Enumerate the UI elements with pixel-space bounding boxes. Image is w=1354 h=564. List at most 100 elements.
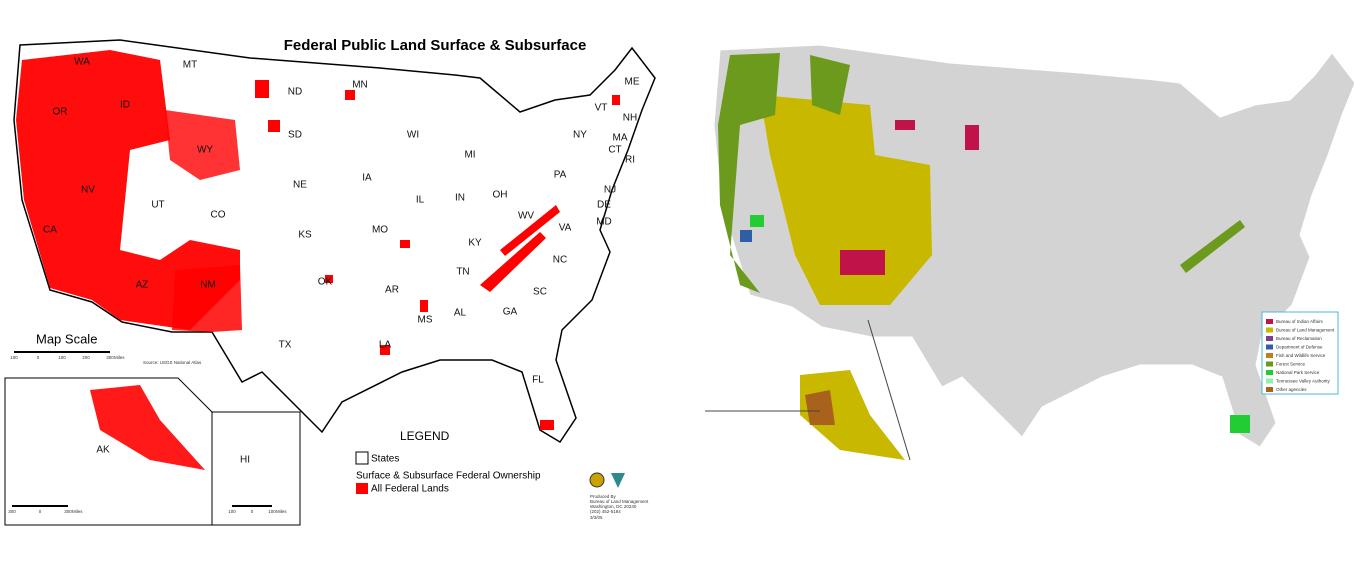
state-label: LA bbox=[379, 340, 392, 351]
blm-logo bbox=[611, 473, 625, 488]
federal-land bbox=[16, 50, 620, 470]
state-label: IA bbox=[362, 173, 372, 184]
tribal-land bbox=[840, 250, 885, 275]
legend-swatch bbox=[1266, 353, 1273, 358]
scale-label: 0 bbox=[251, 509, 254, 514]
legend-states: States bbox=[371, 454, 399, 465]
scale-label: 200 bbox=[82, 355, 90, 360]
state-label: MI bbox=[464, 150, 475, 161]
state-label: CO bbox=[211, 210, 226, 221]
legend-swatch bbox=[1266, 370, 1273, 375]
state-label: WV bbox=[518, 211, 534, 222]
legend-label: Tennessee Valley Authority bbox=[1276, 379, 1330, 384]
forest-land bbox=[718, 53, 780, 293]
tribal-land bbox=[895, 120, 915, 130]
state-label: IN bbox=[455, 193, 465, 204]
legend-swatch bbox=[1266, 378, 1273, 384]
state-label: NC bbox=[553, 255, 567, 266]
state-label: NE bbox=[293, 180, 307, 191]
state-label: NY bbox=[573, 130, 587, 141]
right-map: Bureau of Indian Affairs Bureau of Land M… bbox=[705, 44, 1354, 461]
state-label: VT bbox=[595, 103, 608, 114]
state-label: SC bbox=[533, 287, 547, 298]
state-label: WA bbox=[74, 57, 90, 68]
dod-land bbox=[740, 230, 752, 242]
map-title: Federal Public Land Surface & Subsurface bbox=[284, 37, 587, 54]
scale-label: 100 bbox=[10, 355, 18, 360]
legend-swatch bbox=[1266, 319, 1273, 324]
scale-title: Map Scale bbox=[36, 331, 97, 346]
scale-label: 300 bbox=[8, 509, 16, 514]
state-label: ID bbox=[120, 100, 130, 111]
credit-line: Produced By bbox=[590, 494, 617, 499]
legend-swatch bbox=[1266, 361, 1273, 367]
legend-state-swatch bbox=[355, 451, 369, 465]
state-label: RI bbox=[625, 155, 635, 166]
state-label: HI bbox=[240, 455, 250, 466]
state-label: GA bbox=[503, 307, 518, 318]
legend-box bbox=[1261, 311, 1339, 395]
left-map: Federal Public Land Surface & Subsurface… bbox=[4, 37, 656, 526]
state-label: MT bbox=[183, 60, 197, 71]
state-label: CA bbox=[43, 225, 57, 236]
legend-swatch bbox=[1266, 336, 1273, 341]
state-label: DE bbox=[597, 200, 611, 211]
state-label: OK bbox=[318, 277, 333, 288]
state-label: CT bbox=[608, 145, 621, 156]
park-land bbox=[750, 215, 764, 227]
legend-subtitle: Surface & Subsurface Federal Ownership bbox=[356, 471, 541, 482]
legend-swatch bbox=[1266, 327, 1273, 333]
scale-label: 300 bbox=[64, 509, 72, 514]
credit-line: Washington, DC 20240 bbox=[590, 504, 637, 509]
legend-label: Bureau of Indian Affairs bbox=[1276, 319, 1323, 324]
state-label: WY bbox=[197, 145, 213, 156]
state-label: OH bbox=[493, 190, 508, 201]
legend-federal: All Federal Lands bbox=[371, 484, 449, 495]
forest-land bbox=[1180, 220, 1245, 273]
scale-label: 100 bbox=[58, 355, 66, 360]
state-label: ME bbox=[625, 77, 640, 88]
date: 3/3/05 bbox=[590, 515, 603, 520]
forest-land bbox=[810, 55, 850, 115]
state-label: AL bbox=[454, 308, 467, 319]
tribal-land bbox=[965, 125, 979, 150]
legend-label: National Park Service bbox=[1276, 370, 1320, 375]
legend-label: Forest Service bbox=[1276, 362, 1306, 367]
state-label: AR bbox=[385, 285, 399, 296]
scale-label: Miles bbox=[114, 355, 125, 360]
legend-label: Fish and Wildlife Service bbox=[1276, 353, 1326, 358]
inset-frames bbox=[705, 319, 911, 461]
state-label: FL bbox=[532, 375, 544, 386]
state-label: NM bbox=[200, 280, 216, 291]
state-label: UT bbox=[151, 200, 164, 211]
state-label: IL bbox=[416, 195, 425, 206]
legend-federal-swatch bbox=[356, 483, 368, 494]
state-label: KS bbox=[298, 230, 312, 241]
scale-label: 0 bbox=[37, 355, 40, 360]
credit-line: Bureau of Land Management bbox=[590, 499, 649, 504]
state-label: PA bbox=[554, 170, 567, 181]
legend-title: LEGEND bbox=[400, 429, 450, 443]
park-land bbox=[1230, 415, 1250, 433]
blm-land bbox=[760, 95, 932, 305]
state-label: KY bbox=[468, 238, 482, 249]
state-label: MS bbox=[418, 315, 433, 326]
credit-line: (202) 452-5184 bbox=[590, 509, 621, 514]
state-label: MA bbox=[613, 133, 628, 144]
state-label: NH bbox=[623, 113, 637, 124]
state-label: NJ bbox=[604, 185, 616, 196]
agency-logo bbox=[589, 472, 605, 488]
state-label: MD bbox=[596, 217, 612, 228]
alaska-land bbox=[805, 390, 835, 425]
legend-label: Other agencies bbox=[1276, 387, 1307, 392]
legend-swatch bbox=[1266, 344, 1273, 350]
state-label: VA bbox=[559, 223, 572, 234]
scale-label: 300 bbox=[106, 355, 114, 360]
state-label: AK bbox=[96, 445, 110, 456]
legend-label: Department of Defense bbox=[1276, 345, 1323, 350]
state-label: MO bbox=[372, 225, 388, 236]
legend-label: Bureau of Land Management bbox=[1276, 328, 1335, 333]
legend-label: Bureau of Reclamation bbox=[1276, 336, 1322, 341]
state-label: TX bbox=[279, 340, 292, 351]
